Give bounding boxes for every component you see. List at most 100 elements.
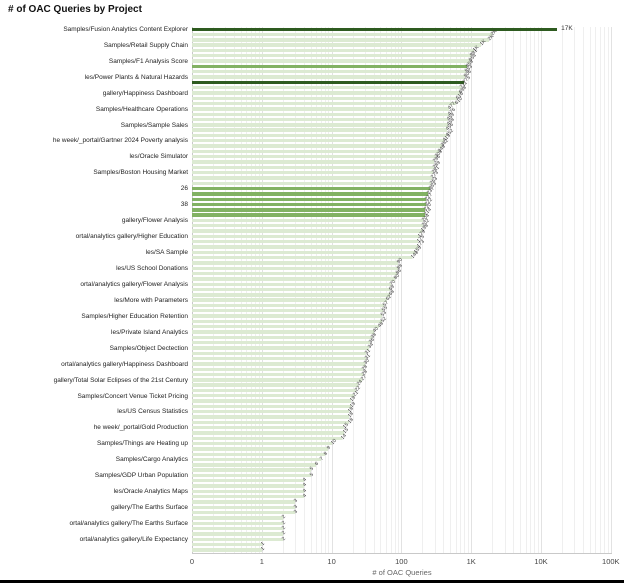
bar[interactable] [192,38,489,42]
bar[interactable] [192,149,440,154]
y-axis-category-label[interactable]: les/Oracle Simulator [129,153,188,161]
bar[interactable] [192,144,442,148]
y-axis-category-label[interactable]: he week/_portal/Gold Production [93,424,188,432]
bar[interactable] [192,415,350,419]
bar[interactable] [192,479,304,483]
bar[interactable] [192,101,457,106]
bar[interactable] [192,123,448,127]
bar[interactable] [192,383,359,387]
bar[interactable] [192,510,296,515]
y-axis-category-label[interactable]: les/US Census Statistics [117,408,188,416]
bar[interactable] [192,213,425,217]
bar[interactable] [192,261,399,265]
bar[interactable] [192,234,419,239]
y-axis-category-label[interactable]: ortal/analytics gallery/Higher Education [75,233,188,241]
bar[interactable] [192,394,355,398]
bar[interactable] [192,165,434,170]
bar[interactable] [192,192,428,196]
y-axis-category-label[interactable]: Samples/GDP Urban Population [94,472,188,480]
bar[interactable] [192,70,467,74]
bar[interactable] [192,224,423,228]
bar[interactable] [192,346,369,350]
bar[interactable] [192,314,383,318]
y-axis-category-label[interactable]: Samples/Higher Education Retention [81,312,188,320]
bar[interactable] [192,420,350,425]
bar[interactable] [192,388,356,393]
bar[interactable] [192,197,427,201]
bar[interactable] [192,303,385,308]
bar[interactable] [192,372,363,377]
bar[interactable] [192,362,365,366]
bar[interactable] [192,32,493,37]
y-axis-category-label[interactable]: les/Private Island Analytics [111,328,188,336]
bar[interactable] [192,330,374,334]
y-axis-category-label[interactable]: gallery/Happiness Dashboard [102,89,188,97]
bar[interactable] [192,378,362,382]
bar[interactable] [192,548,262,552]
bar[interactable] [192,287,391,292]
bar[interactable] [192,271,397,276]
bar[interactable] [192,521,283,525]
bar[interactable] [192,282,391,286]
y-axis-category-label[interactable]: he week/_portal/Gartner 2024 Poverty ana… [52,137,188,145]
y-axis-category-label[interactable]: gallery/Flower Analysis [121,217,188,225]
y-axis-category-label[interactable]: Samples/Object Dectection [109,344,188,352]
y-axis-category-label[interactable]: gallery/Total Solar Eclipses of the 21st… [53,376,188,384]
bar[interactable] [192,202,426,207]
bar[interactable] [192,335,373,340]
bar[interactable] [192,96,457,100]
y-axis-category-label[interactable]: 26 [180,185,188,193]
bar[interactable] [192,64,467,69]
bar[interactable] [192,181,431,185]
bar[interactable] [192,240,419,244]
bar[interactable] [192,495,304,499]
bar[interactable] [192,229,423,233]
bar[interactable] [192,27,558,31]
bar[interactable] [192,500,296,504]
bar[interactable] [192,176,432,180]
bar[interactable] [192,473,311,478]
bar[interactable] [192,186,430,191]
y-axis-category-label[interactable]: Samples/Concert Venue Ticket Pricing [77,392,188,400]
y-axis-category-label[interactable]: Samples/Cargo Analytics [115,456,188,464]
bar[interactable] [192,399,352,403]
bar[interactable] [192,208,426,212]
bar[interactable] [192,266,398,270]
bar[interactable] [192,85,461,90]
bar[interactable] [192,542,262,547]
bar[interactable] [192,452,325,456]
bar[interactable] [192,447,329,451]
y-axis-category-label[interactable]: gallery/The Earths Surface [111,504,188,512]
y-axis-category-label[interactable]: ortal/analytics gallery/Life Expectancy [79,535,188,543]
bar[interactable] [192,170,433,175]
y-axis-category-label[interactable]: les/More with Parameters [114,296,188,304]
bar[interactable] [192,325,380,329]
y-axis-category-label[interactable]: les/SA Sample [145,249,188,257]
y-axis-category-label[interactable]: Samples/Retail Supply Chain [103,41,188,49]
bar[interactable] [192,277,395,281]
bar[interactable] [192,431,344,435]
bar[interactable] [192,489,304,494]
bar[interactable] [192,91,461,95]
bar[interactable] [192,463,317,467]
bar[interactable] [192,340,371,345]
bar[interactable] [192,128,448,132]
bar[interactable] [192,356,366,361]
y-axis-category-label[interactable]: Samples/Things are Heating up [96,440,188,448]
y-axis-category-label[interactable]: ortal/analytics gallery/Flower Analysis [80,280,188,288]
bar[interactable] [192,537,283,541]
bar[interactable] [192,367,363,371]
bar[interactable] [192,436,342,440]
bar[interactable] [192,112,449,116]
bar[interactable] [192,48,475,53]
bar[interactable] [192,309,384,313]
bar[interactable] [192,526,283,531]
bar[interactable] [192,516,283,520]
y-axis-category-label[interactable]: Samples/Boston Housing Market [93,169,188,177]
y-axis-category-label[interactable]: ortal/analytics gallery/The Earths Surfa… [69,520,189,527]
bar[interactable] [192,255,412,260]
bar[interactable] [192,133,448,138]
bar[interactable] [192,319,382,324]
bar[interactable] [192,117,448,122]
bar[interactable] [192,218,423,223]
